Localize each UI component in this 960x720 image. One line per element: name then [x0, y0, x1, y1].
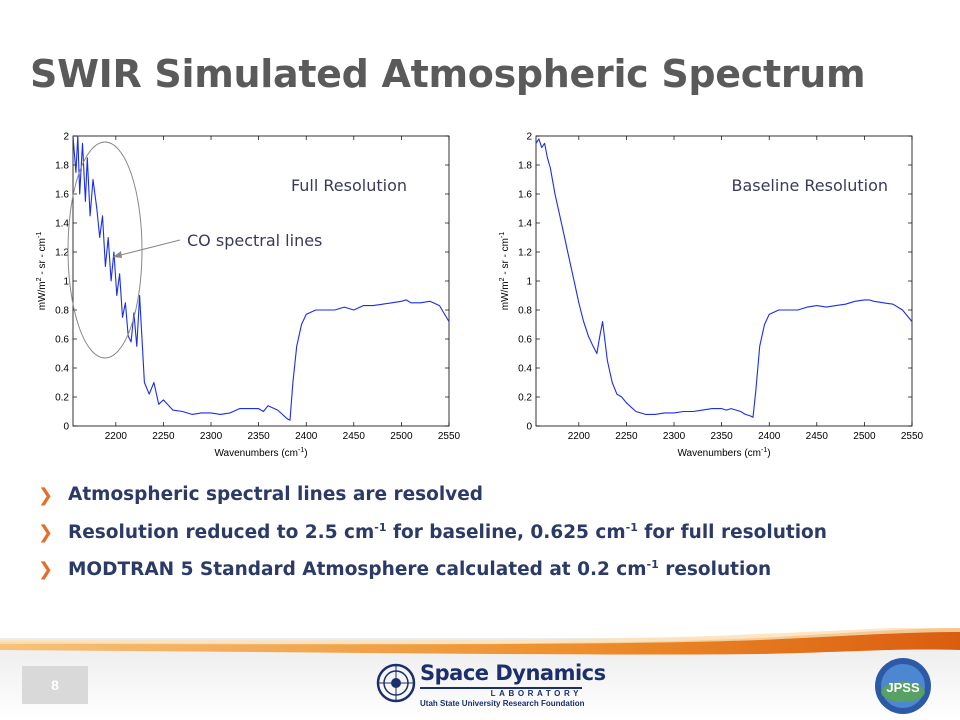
y-axis-label: mW/m2 - sr - cm-1 — [36, 232, 48, 311]
jpss-label: JPSS — [886, 680, 920, 695]
bullet-3-text-a: MODTRAN 5 Standard Atmosphere calculated… — [68, 559, 647, 581]
y-tick-label: 1.6 — [55, 190, 69, 201]
y-axis-label: mW/m2 - sr - cm-1 — [499, 232, 511, 311]
x-tick-label: 2200 — [105, 431, 128, 442]
x-tick-label: 2400 — [758, 431, 781, 442]
plot-area — [72, 135, 450, 427]
y-tick-label: 1 — [526, 277, 532, 288]
sdl-footer: Utah State University Research Foundatio… — [420, 699, 585, 708]
sdl-title: Space Dynamics — [420, 661, 606, 685]
y-tick-label: 1.8 — [518, 161, 532, 172]
y-tick-label: 1.4 — [55, 219, 69, 230]
bullet-2-text-b: for baseline, 0.625 cm — [386, 522, 626, 544]
y-tick-label: 0.4 — [518, 364, 532, 375]
x-tick-label: 2250 — [152, 431, 175, 442]
series-line — [72, 135, 450, 421]
chevron-icon: ❯ — [38, 522, 54, 543]
footer-band — [0, 628, 960, 720]
page-number: 8 — [22, 666, 88, 704]
x-tick-label: 2250 — [615, 431, 638, 442]
co-lines-annotation: CO spectral lines — [67, 141, 322, 359]
x-tick-label: 2550 — [901, 431, 924, 442]
bullet-list: ❯ Atmospheric spectral lines are resolve… — [38, 484, 938, 595]
y-tick-label: 0.8 — [55, 306, 69, 317]
x-axis-label: Wavenumbers (cm-1) — [214, 447, 307, 459]
chart-title: Baseline Resolution — [731, 176, 888, 195]
bullet-1-text: Atmospheric spectral lines are resolved — [68, 484, 484, 505]
y-tick-label: 1 — [63, 277, 69, 288]
y-tick-label: 1.6 — [518, 190, 532, 201]
y-tick-label: 1.2 — [518, 248, 532, 259]
slide-title: SWIR Simulated Atmospheric Spectrum — [30, 52, 866, 96]
y-tick-label: 0.2 — [55, 393, 69, 404]
sdl-subtitle: LABORATORY — [420, 687, 582, 698]
footer-swoosh-light — [0, 628, 960, 645]
y-tick-label: 0 — [526, 422, 532, 433]
y-tick-label: 2 — [63, 132, 69, 143]
x-tick-label: 2350 — [710, 431, 733, 442]
x-tick-label: 2550 — [438, 431, 461, 442]
bullet-2-sup-a: -1 — [374, 521, 387, 534]
jpss-logo: JPSS — [875, 658, 931, 714]
footer-swoosh — [0, 628, 960, 655]
series-line — [535, 138, 913, 418]
sdl-logo: Space Dynamics LABORATORY Utah State Uni… — [376, 660, 626, 708]
bullet-3-text-b: resolution — [658, 559, 772, 581]
x-tick-label: 2500 — [853, 431, 876, 442]
y-tick-label: 0.6 — [518, 335, 532, 346]
bullet-2: ❯ Resolution reduced to 2.5 cm-1 for bas… — [38, 521, 938, 558]
y-tick-label: 0.6 — [55, 335, 69, 346]
chevron-icon: ❯ — [38, 559, 54, 580]
x-tick-label: 2450 — [343, 431, 366, 442]
x-tick-label: 2200 — [568, 431, 591, 442]
co-lines-arrowhead — [113, 251, 122, 258]
baseline-resolution-chart: 0 0.2 0.4 0.6 0.8 1 1.2 1.4 1.6 1.8 2 2200 2250 2300 2… — [499, 132, 924, 460]
y-tick-label: 1.4 — [518, 219, 532, 230]
x-tick-label: 2500 — [390, 431, 413, 442]
y-tick-label: 0.4 — [55, 364, 69, 375]
y-tick-label: 0.8 — [518, 306, 532, 317]
y-tick-label: 1.2 — [55, 248, 69, 259]
y-tick-label: 0 — [63, 422, 69, 433]
plot-area — [535, 135, 913, 427]
x-tick-label: 2450 — [806, 431, 829, 442]
sdl-seal-icon — [376, 663, 416, 703]
x-tick-label: 2300 — [200, 431, 223, 442]
charts-canvas: 0 0.2 0.4 0.6 0.8 1 1.2 1.4 1.6 1.8 2 2200 2250 2300 2… — [36, 132, 924, 460]
y-tick-label: 1.8 — [55, 161, 69, 172]
bullet-2-sup-b: -1 — [625, 521, 638, 534]
bullet-3-sup: -1 — [646, 558, 659, 571]
chart-title: Full Resolution — [291, 176, 407, 195]
bullet-1: ❯ Atmospheric spectral lines are resolve… — [38, 484, 938, 521]
co-lines-label: CO spectral lines — [187, 231, 322, 250]
bullet-3: ❯ MODTRAN 5 Standard Atmosphere calculat… — [38, 558, 938, 595]
y-tick-label: 0.2 — [518, 393, 532, 404]
bullet-2-text-a: Resolution reduced to 2.5 cm — [68, 522, 375, 544]
full-resolution-chart: 0 0.2 0.4 0.6 0.8 1 1.2 1.4 1.6 1.8 2 2200 2250 2300 2… — [36, 132, 461, 460]
bullet-2-text-c: for full resolution — [637, 522, 827, 544]
x-tick-label: 2400 — [295, 431, 318, 442]
co-lines-arrow — [112, 239, 181, 258]
x-tick-label: 2300 — [663, 431, 686, 442]
chevron-icon: ❯ — [38, 485, 54, 506]
x-axis-label: Wavenumbers (cm-1) — [677, 447, 770, 459]
x-tick-label: 2350 — [247, 431, 270, 442]
y-tick-label: 2 — [526, 132, 532, 143]
